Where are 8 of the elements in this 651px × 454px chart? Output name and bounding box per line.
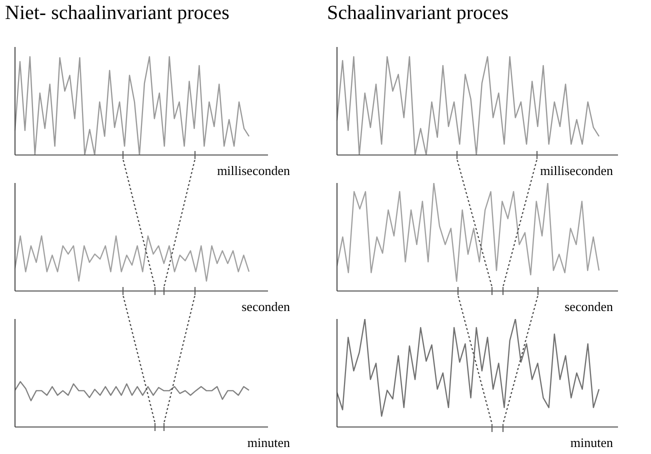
x-axis-title: seconden [242, 299, 290, 315]
x-axis-title: seconden [564, 299, 613, 315]
x-axis-title: minuten [247, 435, 290, 451]
x-axis-title: milliseconden [540, 163, 613, 179]
x-axis-title: milliseconden [217, 163, 290, 179]
x-axis-title: minuten [570, 435, 613, 451]
chart-title: Niet- schaalinvariant proces [5, 2, 230, 25]
chart-title: Schaalinvariant proces [327, 2, 509, 25]
